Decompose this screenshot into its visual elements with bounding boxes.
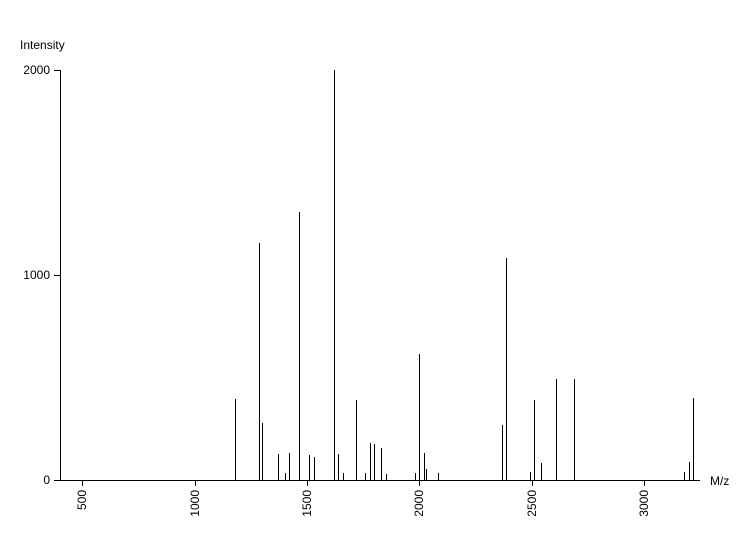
- peak: [502, 425, 503, 480]
- y-axis-title: Intensity: [20, 38, 65, 52]
- peak: [693, 398, 694, 480]
- peak: [338, 454, 339, 480]
- peak: [334, 70, 335, 480]
- y-axis: [60, 70, 61, 480]
- x-tick-label: 1000: [188, 490, 202, 517]
- peak: [574, 379, 575, 480]
- x-tick: [532, 480, 533, 486]
- peak: [689, 462, 690, 480]
- peak: [314, 457, 315, 480]
- x-tick: [307, 480, 308, 486]
- peak: [374, 444, 375, 480]
- x-tick-label: 2000: [412, 490, 426, 517]
- peak: [419, 354, 420, 480]
- peak: [259, 243, 260, 480]
- peak: [438, 473, 439, 480]
- x-tick-label: 3000: [637, 490, 651, 517]
- x-tick: [419, 480, 420, 486]
- y-tick: [54, 480, 60, 481]
- x-axis: [60, 480, 700, 481]
- x-tick-label: 500: [75, 490, 89, 510]
- peak: [426, 469, 427, 480]
- x-tick: [82, 480, 83, 486]
- peak: [424, 453, 425, 480]
- x-axis-title: M/z: [710, 474, 729, 488]
- peak: [534, 400, 535, 480]
- x-tick: [644, 480, 645, 486]
- peak: [530, 472, 531, 480]
- peak: [289, 453, 290, 480]
- x-tick: [195, 480, 196, 486]
- x-tick-label: 2500: [525, 490, 539, 517]
- peak: [235, 399, 236, 480]
- peak: [556, 379, 557, 480]
- peak: [262, 423, 263, 480]
- peak: [684, 472, 685, 480]
- y-tick-label: 0: [43, 473, 50, 487]
- peak: [506, 258, 507, 480]
- peak: [356, 400, 357, 480]
- plot-area: [60, 70, 700, 480]
- peak: [541, 463, 542, 480]
- y-tick-label: 1000: [23, 268, 50, 282]
- y-tick: [54, 70, 60, 71]
- peak: [415, 473, 416, 480]
- peak: [365, 473, 366, 480]
- peak: [343, 473, 344, 480]
- mass-spectrum-chart: Intensity M/z 0 1000 2000 500 1000 1500 2000 25…: [0, 0, 750, 540]
- peak: [370, 443, 371, 480]
- x-tick-label: 1500: [300, 490, 314, 517]
- peak: [381, 448, 382, 480]
- peak: [285, 473, 286, 480]
- y-tick: [54, 275, 60, 276]
- peak: [299, 212, 300, 480]
- y-tick-label: 2000: [23, 63, 50, 77]
- peak: [278, 454, 279, 480]
- peak: [309, 455, 310, 480]
